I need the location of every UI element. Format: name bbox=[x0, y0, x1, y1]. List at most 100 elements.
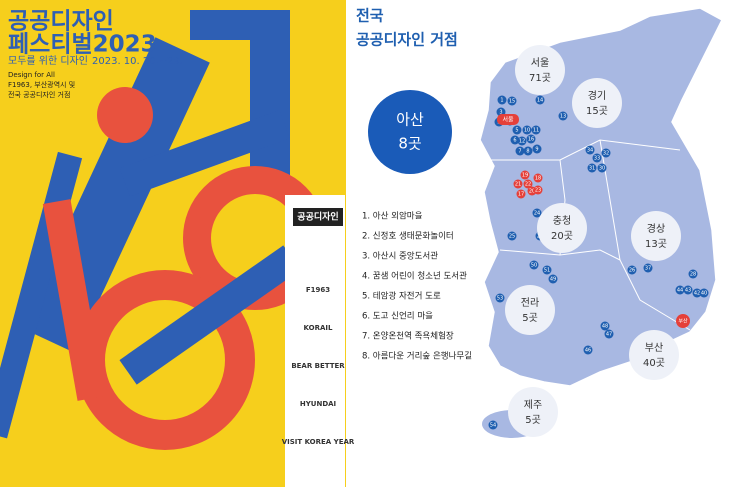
site-number: 24 bbox=[534, 211, 540, 217]
region-name: 경상 bbox=[647, 222, 665, 235]
site-dot bbox=[587, 163, 597, 173]
region-name: 경기 bbox=[588, 89, 606, 102]
site-dot bbox=[532, 208, 542, 218]
poster-tagline: Design for All bbox=[8, 71, 55, 79]
highlight-circle bbox=[368, 90, 452, 174]
site-dot bbox=[600, 321, 610, 331]
site-dot bbox=[627, 265, 637, 275]
site-dot bbox=[699, 288, 709, 298]
sponsor: HYUNDAI bbox=[300, 400, 336, 408]
side-tag bbox=[293, 208, 343, 226]
region-count: 5곳 bbox=[522, 312, 538, 324]
site-dot bbox=[515, 146, 525, 156]
site-number: 43 bbox=[685, 288, 691, 294]
asan-number: 19 bbox=[522, 173, 528, 179]
poster-graphic bbox=[0, 10, 345, 487]
list-item: 2. 신정호 생태문화놀이터 bbox=[362, 231, 454, 242]
site-dot bbox=[495, 293, 505, 303]
seoul-tag-bg bbox=[497, 114, 519, 125]
poster-subtitle: 모두를 위한 디자인 bbox=[8, 54, 88, 67]
list-item: 8. 아름다운 거리숲 은행나무길 bbox=[362, 351, 472, 362]
region-bubble bbox=[515, 45, 565, 95]
list-item: 4. 꿈샘 어린이 청소년 도서관 bbox=[362, 271, 467, 282]
site-dot bbox=[548, 274, 558, 284]
busan-tag: 부산 bbox=[678, 318, 688, 325]
site-number: 11 bbox=[533, 128, 539, 134]
site-number: 40 bbox=[701, 291, 707, 297]
site-number: 7 bbox=[518, 149, 521, 155]
site-number: 14 bbox=[537, 98, 543, 104]
site-number: 53 bbox=[497, 296, 503, 302]
list-item: 6. 도고 신언리 마을 bbox=[362, 311, 433, 322]
asan-number: 18 bbox=[535, 176, 541, 182]
asan-dot bbox=[516, 189, 526, 199]
region-name: 충청 bbox=[553, 215, 571, 227]
region-bubble bbox=[572, 78, 622, 128]
site-number: 12 bbox=[519, 139, 525, 145]
sponsors: F1963 KORAIL BEAR BETTER HYUNDAI VISIT KOREA… bbox=[282, 286, 355, 446]
site-dot bbox=[601, 148, 611, 158]
region-bubble bbox=[508, 387, 558, 437]
region-name: 부산 bbox=[645, 342, 663, 354]
site-dot bbox=[523, 146, 533, 156]
site-dot bbox=[510, 135, 520, 145]
busan-dot bbox=[676, 314, 690, 328]
asan-number: 17 bbox=[518, 192, 524, 198]
site-number: 54 bbox=[490, 423, 496, 429]
site-number: 16 bbox=[528, 137, 534, 143]
site-number: 30 bbox=[599, 166, 605, 172]
region-count: 13곳 bbox=[645, 238, 667, 250]
highlight-name: 아산 bbox=[396, 111, 424, 129]
region-bubble bbox=[505, 285, 555, 335]
list-item: 5. 테암광 자전거 도로 bbox=[362, 291, 441, 302]
sponsor: VISIT KOREA YEAR bbox=[282, 438, 355, 446]
site-number: 3 bbox=[499, 110, 502, 116]
site-number: 6 bbox=[513, 138, 516, 144]
site-number: 44 bbox=[677, 288, 683, 294]
region-borders bbox=[490, 139, 691, 331]
site-number: 15 bbox=[509, 99, 515, 105]
site-dot bbox=[692, 288, 702, 298]
sponsor: BEAR BETTER bbox=[291, 362, 345, 370]
sponsor: F1963 bbox=[306, 286, 330, 294]
site-number: 50 bbox=[531, 263, 537, 269]
site-dot bbox=[675, 285, 685, 295]
region-name: 전라 bbox=[521, 297, 539, 309]
site-dot bbox=[683, 285, 693, 295]
site-number: 33 bbox=[594, 156, 600, 162]
site-number: 48 bbox=[602, 324, 608, 330]
region-count: 71곳 bbox=[529, 72, 551, 84]
poster-title: 공공디자인 bbox=[8, 9, 114, 35]
region-bubble bbox=[631, 211, 681, 261]
region-bubble bbox=[537, 203, 587, 253]
site-dot bbox=[522, 125, 532, 135]
poster-dates: 2023. 10. 20.~29. bbox=[92, 56, 183, 67]
site-number: 28 bbox=[690, 272, 696, 278]
site-number: 42 bbox=[694, 291, 700, 297]
list-item: 7. 온양온천역 족욕체험장 bbox=[362, 331, 454, 342]
site-dot bbox=[531, 125, 541, 135]
region-count: 5곳 bbox=[525, 414, 541, 426]
site-dot bbox=[532, 144, 542, 154]
site-dot bbox=[526, 134, 536, 144]
asan-number: 22 bbox=[525, 182, 531, 188]
poster-title: 페스티벌2023 bbox=[8, 32, 157, 58]
asan-number: 20 bbox=[529, 189, 535, 195]
site-dot bbox=[583, 345, 593, 355]
site-list: 1. 아산 외암마을 2. 신정호 생태문화놀이터 3. 아산시 중앙도서관 4. 꿈… bbox=[362, 211, 472, 362]
site-dot bbox=[507, 231, 517, 241]
asan-dot bbox=[520, 170, 530, 180]
site-number: 37 bbox=[645, 266, 651, 272]
site-dot bbox=[585, 145, 595, 155]
site-dot bbox=[512, 125, 522, 135]
asan-dot bbox=[523, 179, 533, 189]
region-count: 20곳 bbox=[551, 230, 573, 242]
site-number: 9 bbox=[535, 147, 538, 153]
site-dot bbox=[507, 96, 517, 106]
site-number: 13 bbox=[560, 114, 566, 120]
site-number: 46 bbox=[585, 348, 591, 354]
site-dot bbox=[558, 111, 568, 121]
region-bubble bbox=[629, 330, 679, 380]
site-number: 25 bbox=[509, 234, 515, 240]
